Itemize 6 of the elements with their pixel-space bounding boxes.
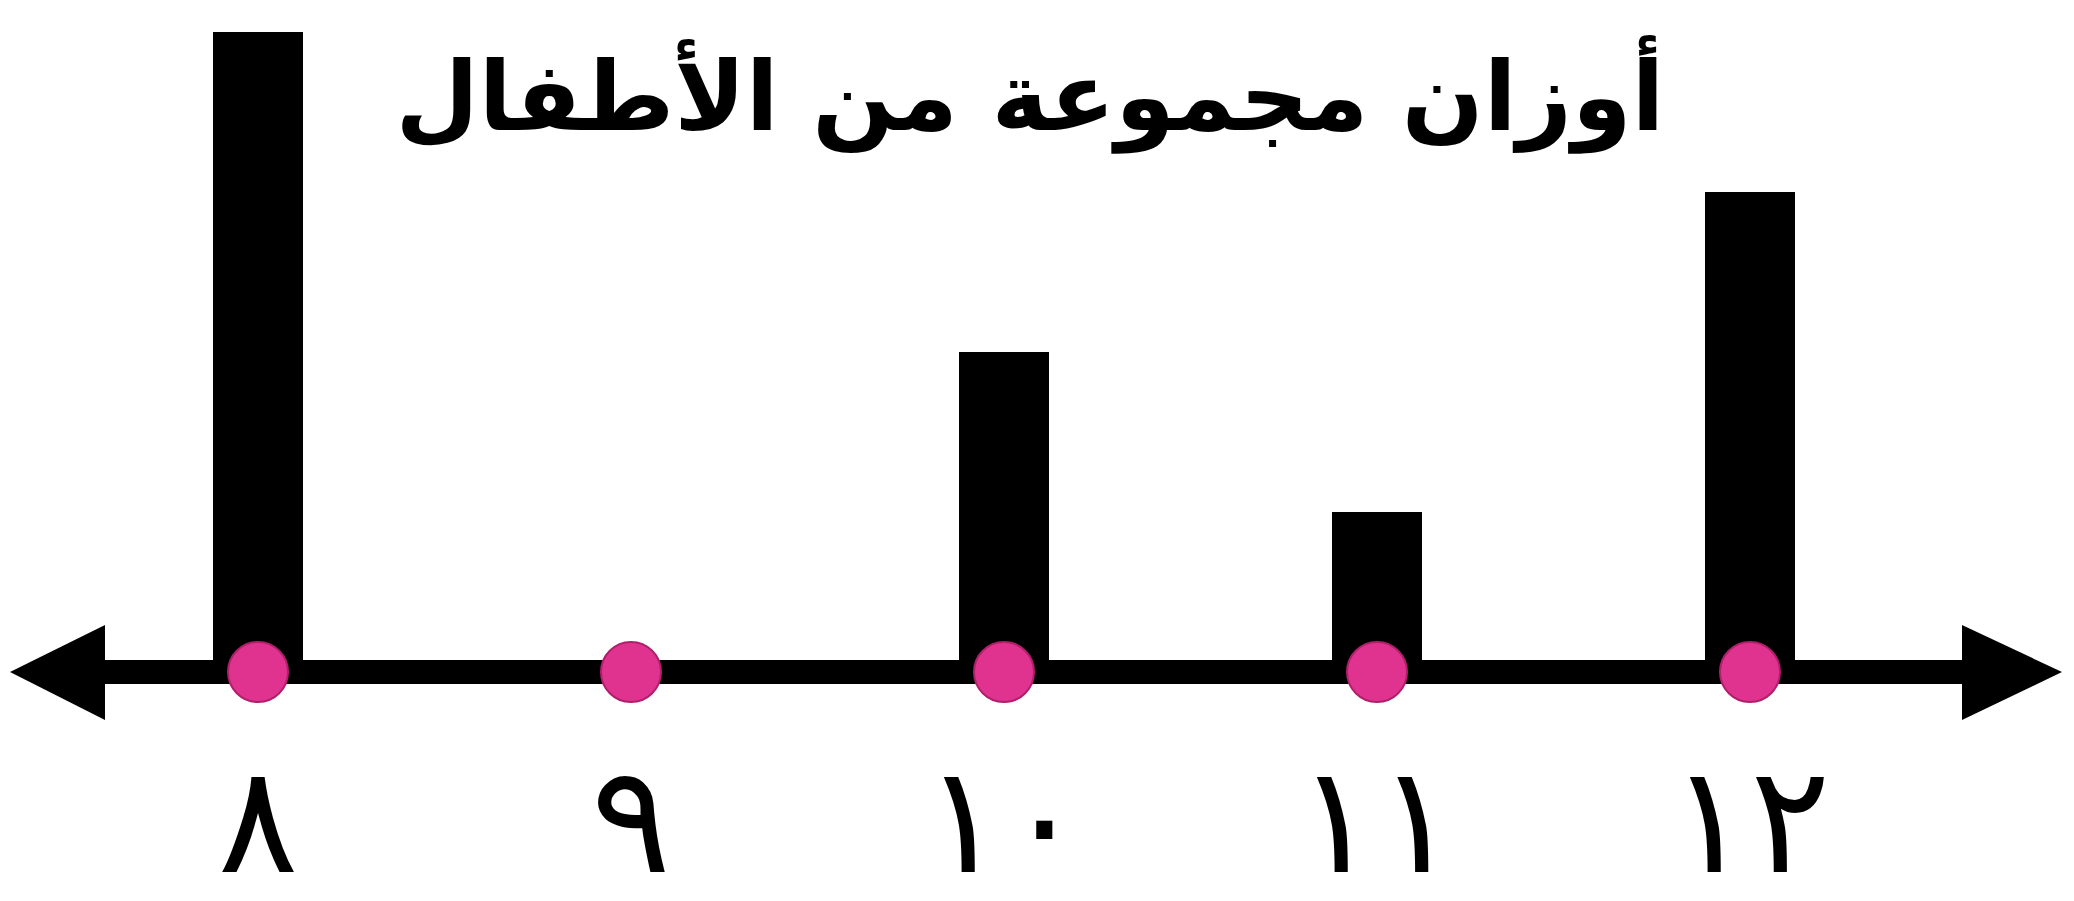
x-tick-label: ١١ xyxy=(1296,733,1458,901)
x-tick-label: ١٠ xyxy=(923,733,1085,901)
x-tick-label: ٩ xyxy=(590,733,672,901)
x-tick-label: ٨ xyxy=(217,733,299,901)
chart-title: أوزان مجموعة من الأطفال xyxy=(395,35,1665,154)
x-tick-label: ١٢ xyxy=(1669,733,1831,901)
